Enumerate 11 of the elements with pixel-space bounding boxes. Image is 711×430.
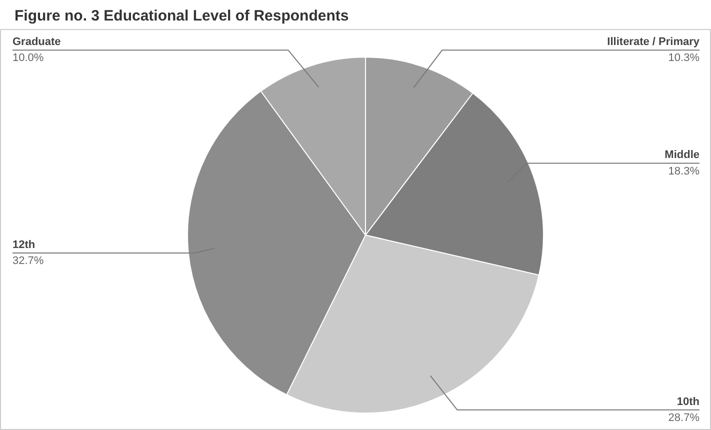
data-label: 10.3% (668, 52, 700, 64)
data-label: 18.3% (668, 165, 700, 178)
slice-label: Illiterate / Primary (607, 36, 700, 48)
data-label: 10.0% (12, 52, 44, 64)
slice-label: Middle (664, 149, 700, 162)
data-label: 32.7% (12, 255, 44, 268)
slice-label: Graduate (12, 36, 61, 48)
chart-title: Figure no. 3 Educational Level of Respondents (14, 8, 349, 24)
data-label: 28.7% (668, 412, 700, 424)
slice-label: 12th (12, 238, 36, 251)
slice-label: 10th (676, 396, 700, 408)
